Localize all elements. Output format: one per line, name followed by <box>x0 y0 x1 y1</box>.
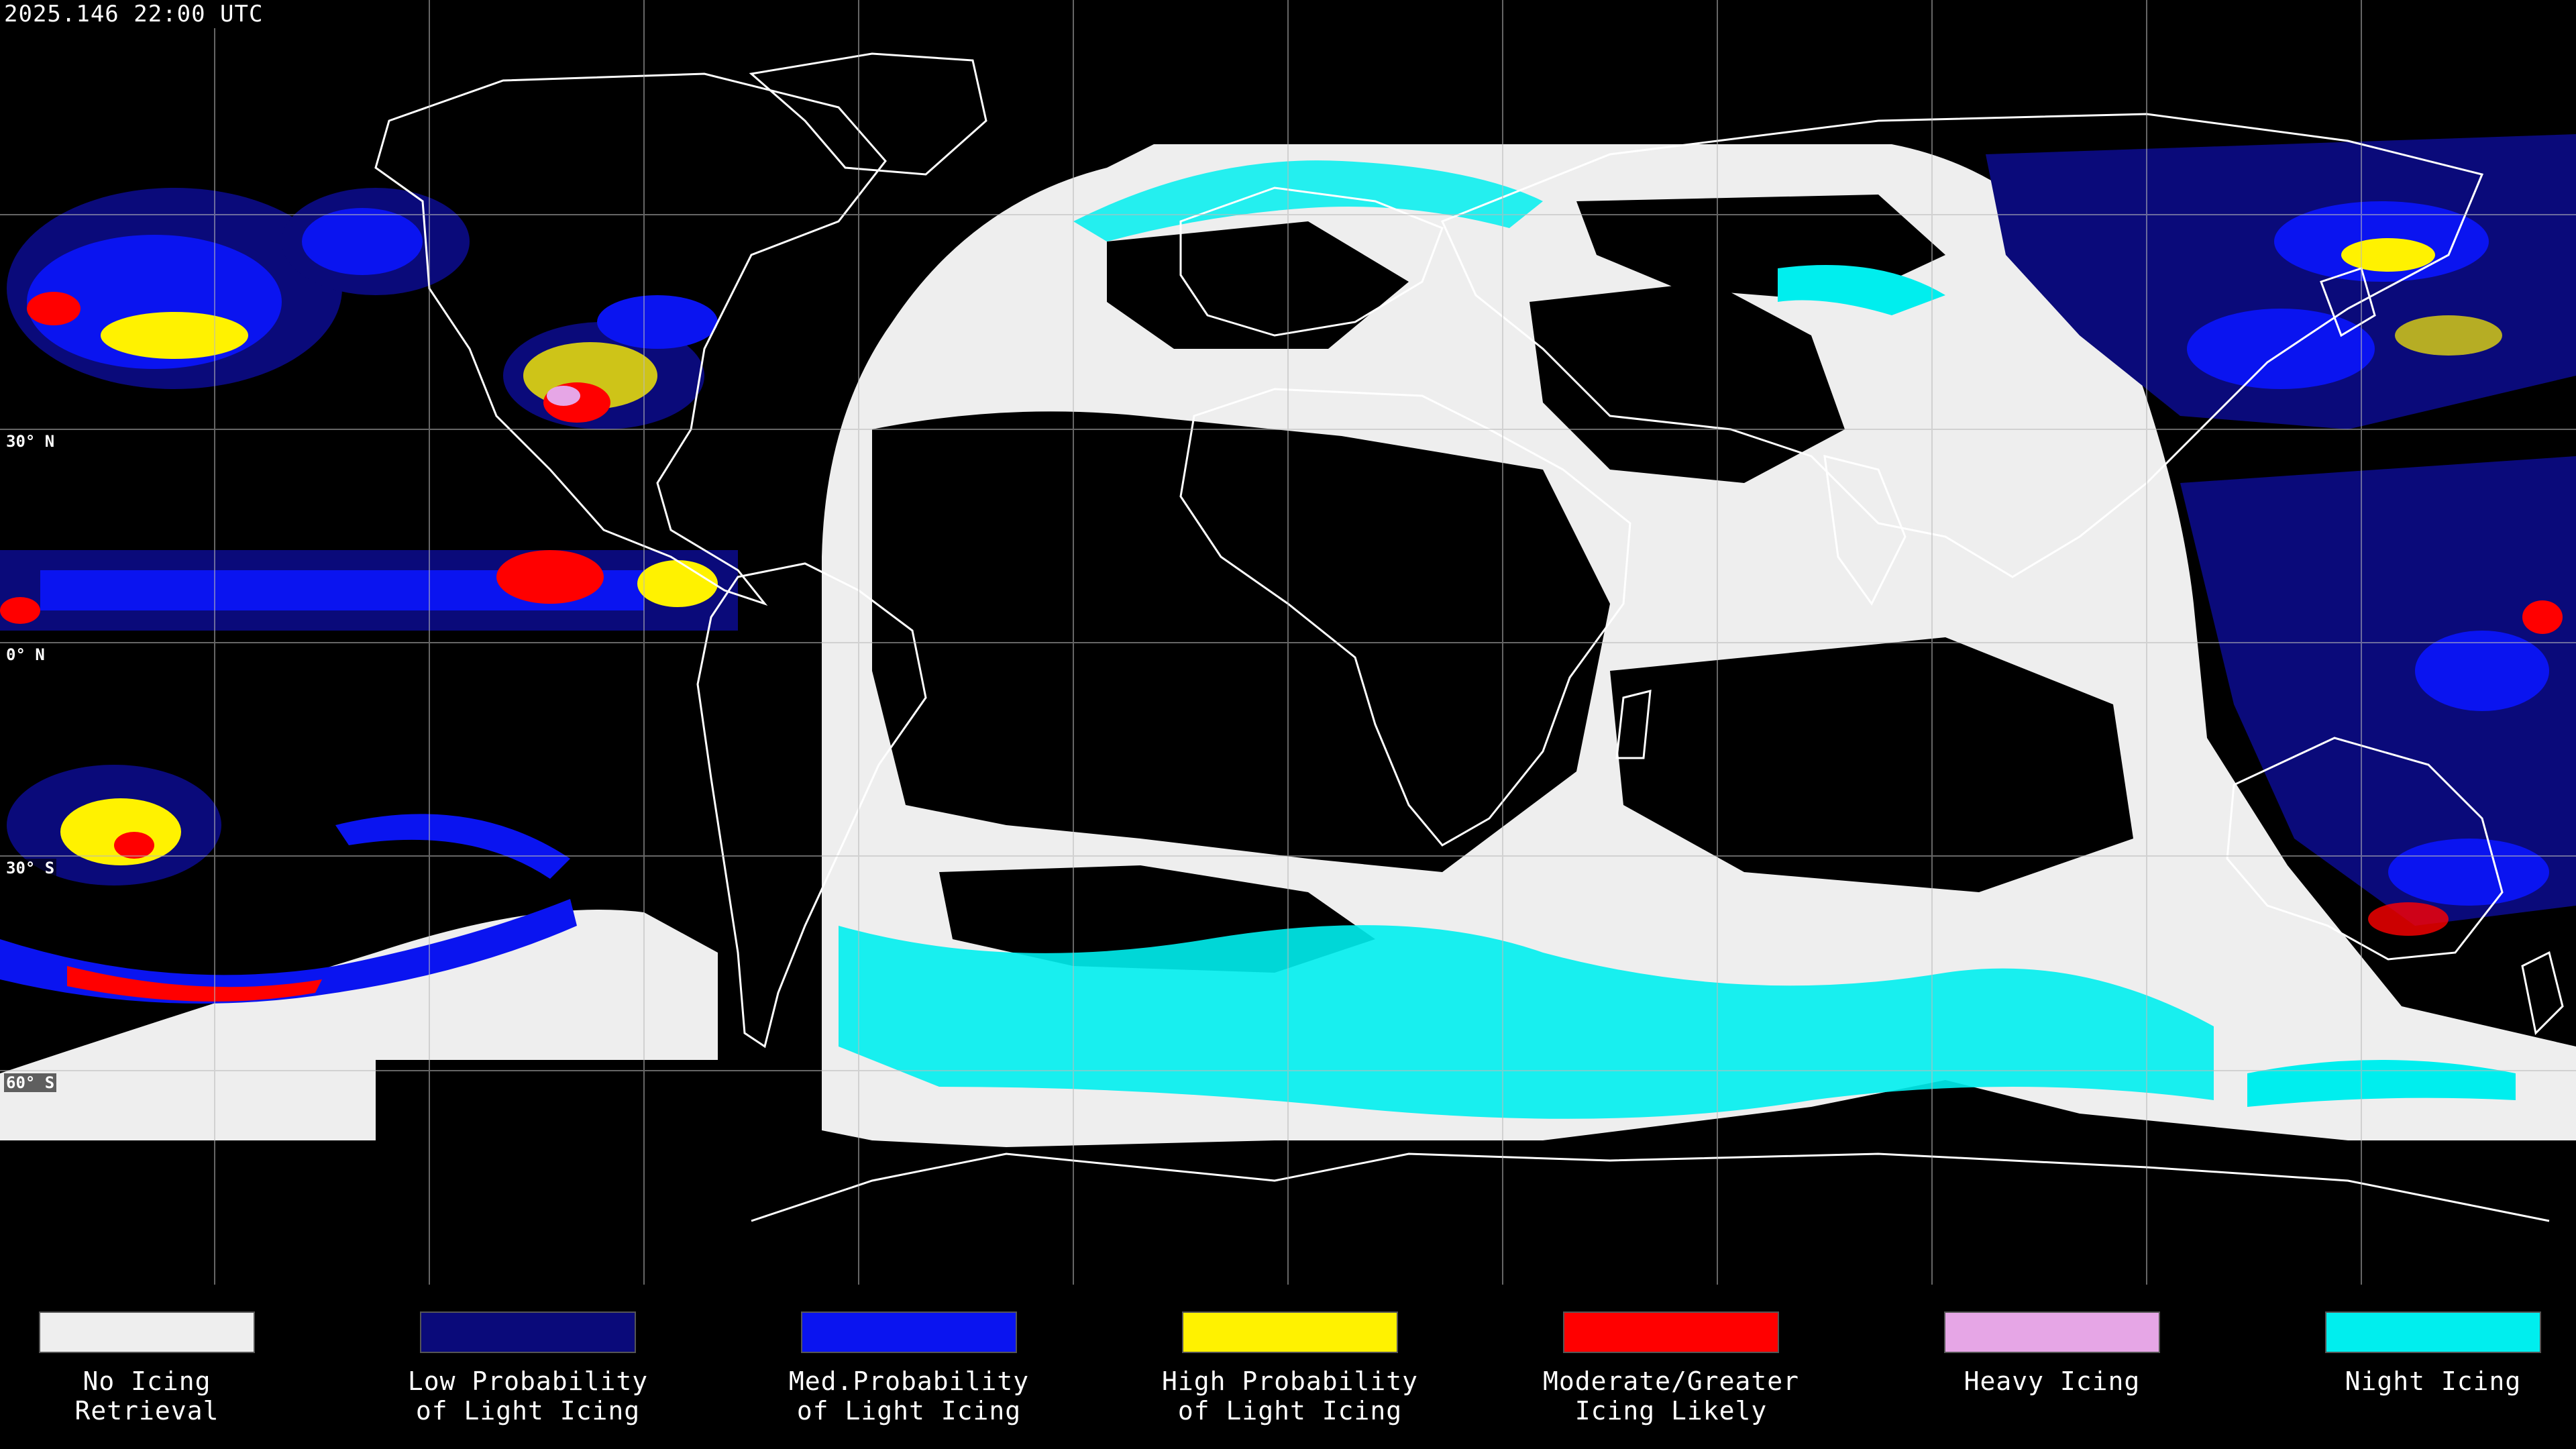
coast-australia <box>2226 737 2504 961</box>
latitude-label-30n: 30° N <box>4 432 57 451</box>
icing-regions-tropics-west <box>0 550 738 631</box>
legend: No Icing Retrieval Low Probability of Li… <box>0 1285 2576 1449</box>
legend-item-high-probability: High Probability of Light Icing <box>1143 1311 1524 1439</box>
coast-africa <box>1179 388 1631 847</box>
icing-map: 2025.146 22:00 UTC 30° N 0° N 30° S 60° … <box>0 0 2576 1285</box>
clear-region-africa <box>872 411 1610 872</box>
latitude-label-60s: 60° S <box>4 1073 57 1092</box>
legend-swatch <box>2325 1311 2541 1353</box>
legend-label: Med.Probability of Light Icing <box>788 1366 1030 1426</box>
coast-india <box>1823 455 1907 606</box>
icing-regions-north-pacific <box>7 188 470 389</box>
coast-greenland <box>749 52 987 176</box>
latitude-label-30s: 30° S <box>4 859 57 877</box>
timestamp-label: 2025.146 22:00 UTC <box>3 0 269 28</box>
legend-label: Heavy Icing <box>1964 1366 2141 1396</box>
clear-region-arabia <box>1529 282 1845 483</box>
legend-item-no-icing: No Icing Retrieval <box>0 1311 381 1439</box>
night-icing-north-band <box>1073 160 1543 241</box>
coast-new-zealand <box>2521 951 2564 1036</box>
night-icing-east-band <box>1778 265 1945 315</box>
retrieval-disk-southwest <box>0 910 718 1140</box>
map-canvas <box>0 0 2576 1285</box>
coast-europe <box>1179 186 1444 337</box>
coast-south-america <box>696 562 927 1049</box>
legend-item-moderate-greater: Moderate/Greater Icing Likely <box>1524 1311 1905 1439</box>
coast-madagascar <box>1615 690 1652 759</box>
night-icing-south-pacific <box>2247 1060 2516 1107</box>
clear-region-europe <box>1107 221 1409 349</box>
legend-swatch <box>1944 1311 2160 1353</box>
legend-swatch <box>420 1311 636 1353</box>
coast-antarctica <box>751 1152 2550 1222</box>
clear-region-indian-ocean <box>1610 637 2133 892</box>
legend-label: Low Probability of Light Icing <box>407 1366 649 1426</box>
legend-label: High Probability of Light Icing <box>1161 1366 1419 1426</box>
latitude-label-0n: 0° N <box>4 645 47 664</box>
legend-label: Moderate/Greater Icing Likely <box>1542 1366 1800 1426</box>
graticule <box>0 0 2576 1285</box>
legend-item-heavy-icing: Heavy Icing <box>1905 1311 2286 1439</box>
coast-north-america <box>374 72 887 606</box>
legend-label: Night Icing <box>2345 1366 2522 1396</box>
icing-regions-east-asia <box>1986 134 2576 429</box>
legend-item-low-probability: Low Probability of Light Icing <box>381 1311 762 1439</box>
legend-label: No Icing Retrieval <box>74 1366 219 1426</box>
legend-item-night-icing: Night Icing <box>2286 1311 2576 1439</box>
legend-swatch <box>1563 1311 1779 1353</box>
coast-japan <box>2320 267 2376 337</box>
legend-swatch <box>39 1311 255 1353</box>
icing-regions-north-america <box>503 295 718 429</box>
legend-swatch <box>1182 1311 1398 1353</box>
legend-item-med-probability: Med.Probability of Light Icing <box>762 1311 1143 1439</box>
legend-swatch <box>801 1311 1017 1353</box>
